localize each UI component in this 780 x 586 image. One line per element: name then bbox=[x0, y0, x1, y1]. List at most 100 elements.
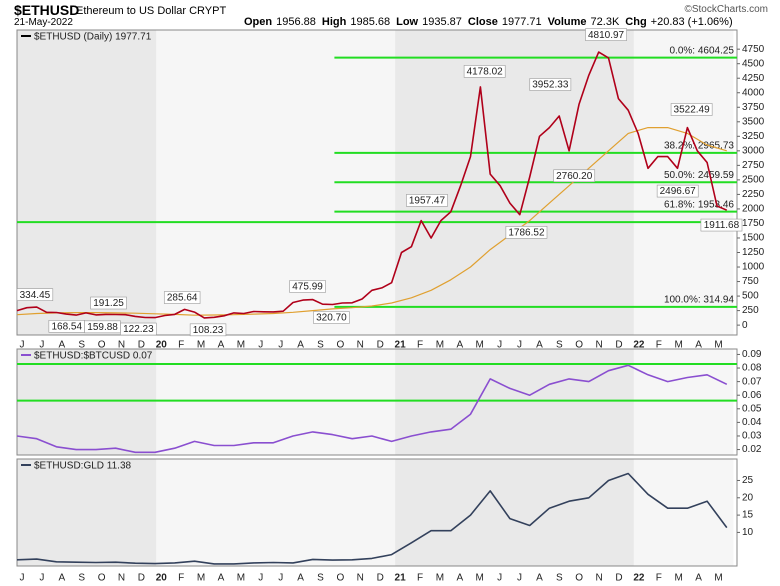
x-tick-label: N bbox=[118, 573, 125, 584]
annotation-box bbox=[700, 218, 743, 232]
x-tick-label: J bbox=[278, 573, 283, 584]
x-tick-label: 20 bbox=[156, 340, 168, 351]
x-tick-label: 22 bbox=[633, 340, 645, 351]
quote-value: 1977.71 bbox=[501, 16, 542, 28]
x-tick-label: M bbox=[197, 340, 205, 351]
annotation-label: 320.70 bbox=[316, 313, 347, 324]
header: $ETHUSD Ethereum to US Dollar CRYPT 21-M… bbox=[0, 0, 780, 30]
name: Ethereum to US Dollar bbox=[76, 5, 187, 17]
x-tick-label: 21 bbox=[395, 340, 407, 351]
y-tick-label: 1750 bbox=[742, 218, 765, 229]
x-tick-label: M bbox=[675, 340, 683, 351]
x-tick-label: A bbox=[297, 340, 304, 351]
y-tick-label: 3500 bbox=[742, 116, 765, 127]
series-line bbox=[16, 126, 727, 316]
y-tick-label: 4000 bbox=[742, 87, 765, 98]
x-tick-label: M bbox=[714, 340, 722, 351]
y-tick-label: 0.07 bbox=[742, 376, 762, 387]
y-tick-label: 0 bbox=[742, 320, 748, 331]
annotation-box bbox=[670, 103, 713, 116]
instrument: Ethereum to US Dollar CRYPT bbox=[76, 5, 226, 17]
x-tick-label: D bbox=[615, 573, 622, 584]
annotation-label: 2760.20 bbox=[556, 171, 593, 182]
y-tick-label: 1250 bbox=[742, 247, 765, 258]
y-tick-label: 0.08 bbox=[742, 363, 762, 374]
panel-frame bbox=[16, 348, 738, 456]
series-line bbox=[16, 51, 728, 319]
annotation-label: 334.45 bbox=[20, 290, 51, 301]
annotation-label: 108.23 bbox=[193, 325, 224, 336]
y-tick-label: 250 bbox=[742, 305, 759, 316]
annotation-label: 168.54 bbox=[51, 321, 82, 332]
y-tick-label: 20 bbox=[742, 492, 754, 503]
x-tick-label: J bbox=[517, 573, 522, 584]
y-tick-label: 1500 bbox=[742, 233, 765, 244]
symbol: $ETHUSD bbox=[14, 2, 80, 18]
x-tick-label: M bbox=[237, 573, 245, 584]
x-tick-label: A bbox=[536, 573, 543, 584]
y-tick-label: 1000 bbox=[742, 262, 765, 273]
y-tick-label: 750 bbox=[742, 276, 759, 287]
series-line bbox=[16, 364, 728, 454]
year-band bbox=[633, 349, 734, 455]
x-tick-label: A bbox=[456, 340, 463, 351]
y-tick-label: 2500 bbox=[742, 175, 765, 186]
x-tick-label: A bbox=[695, 340, 702, 351]
source: ©StockCharts.com bbox=[684, 4, 768, 15]
annotation-box bbox=[585, 28, 627, 41]
quote-value: 1985.68 bbox=[350, 16, 391, 28]
x-tick-label: M bbox=[476, 340, 484, 351]
annotation-label: 475.99 bbox=[292, 282, 323, 293]
x-tick-label: J bbox=[39, 340, 44, 351]
x-tick-label: O bbox=[575, 573, 583, 584]
x-tick-label: A bbox=[58, 340, 65, 351]
annotation-box bbox=[16, 288, 54, 301]
y-tick-label: 0.04 bbox=[742, 417, 762, 428]
quote-value: 1935.87 bbox=[422, 16, 462, 28]
year-band bbox=[395, 459, 634, 566]
y-tick-label: 0.05 bbox=[742, 403, 762, 414]
y-tick-label: 3000 bbox=[742, 145, 765, 156]
x-tick-label: A bbox=[695, 573, 702, 584]
x-tick-label: J bbox=[258, 573, 263, 584]
legend-label: $ETHUSD:GLD 11.38 bbox=[34, 461, 132, 472]
quote-label: High bbox=[321, 16, 347, 28]
x-tick-label: D bbox=[138, 340, 145, 351]
x-tick-label: S bbox=[556, 573, 563, 584]
y-tick-label: 4250 bbox=[742, 73, 765, 84]
x-tick-label: O bbox=[337, 340, 345, 351]
year-band bbox=[633, 459, 734, 566]
y-tick-label: 0.02 bbox=[742, 444, 762, 455]
annotation-label: 191.25 bbox=[93, 298, 124, 309]
x-tick-label: O bbox=[98, 340, 106, 351]
y-tick-label: 4500 bbox=[742, 58, 765, 69]
y-tick-label: 4750 bbox=[742, 44, 765, 55]
x-tick-label: F bbox=[417, 340, 423, 351]
x-tick-label: M bbox=[237, 340, 245, 351]
x-tick-label: N bbox=[357, 340, 364, 351]
x-tick-label: J bbox=[39, 573, 44, 584]
annotation-box bbox=[289, 280, 326, 293]
x-tick-label: F bbox=[656, 573, 662, 584]
year-band bbox=[17, 30, 157, 335]
legend-label: $ETHUSD (Daily) 1977.71 bbox=[34, 32, 152, 43]
annotation-box bbox=[90, 296, 127, 310]
annotation-label: 4178.02 bbox=[467, 67, 504, 78]
y-tick-label: 2250 bbox=[742, 189, 765, 200]
x-tick-label: A bbox=[58, 573, 65, 584]
y-tick-label: 2000 bbox=[742, 204, 765, 215]
annotation-box bbox=[529, 78, 572, 91]
annotation-label: 122.23 bbox=[123, 324, 154, 335]
fib-label: 50.0%: 2459.59 bbox=[664, 170, 734, 181]
quote-value: 72.3K bbox=[590, 16, 620, 28]
x-tick-label: N bbox=[595, 340, 602, 351]
x-tick-label: F bbox=[178, 573, 184, 584]
x-tick-label: A bbox=[218, 573, 225, 584]
y-tick-label: 3250 bbox=[742, 131, 765, 142]
x-tick-label: O bbox=[337, 573, 345, 584]
x-tick-label: J bbox=[497, 573, 502, 584]
year-band bbox=[17, 349, 157, 455]
annotation-box bbox=[505, 226, 548, 239]
x-tick-label: O bbox=[575, 340, 583, 351]
